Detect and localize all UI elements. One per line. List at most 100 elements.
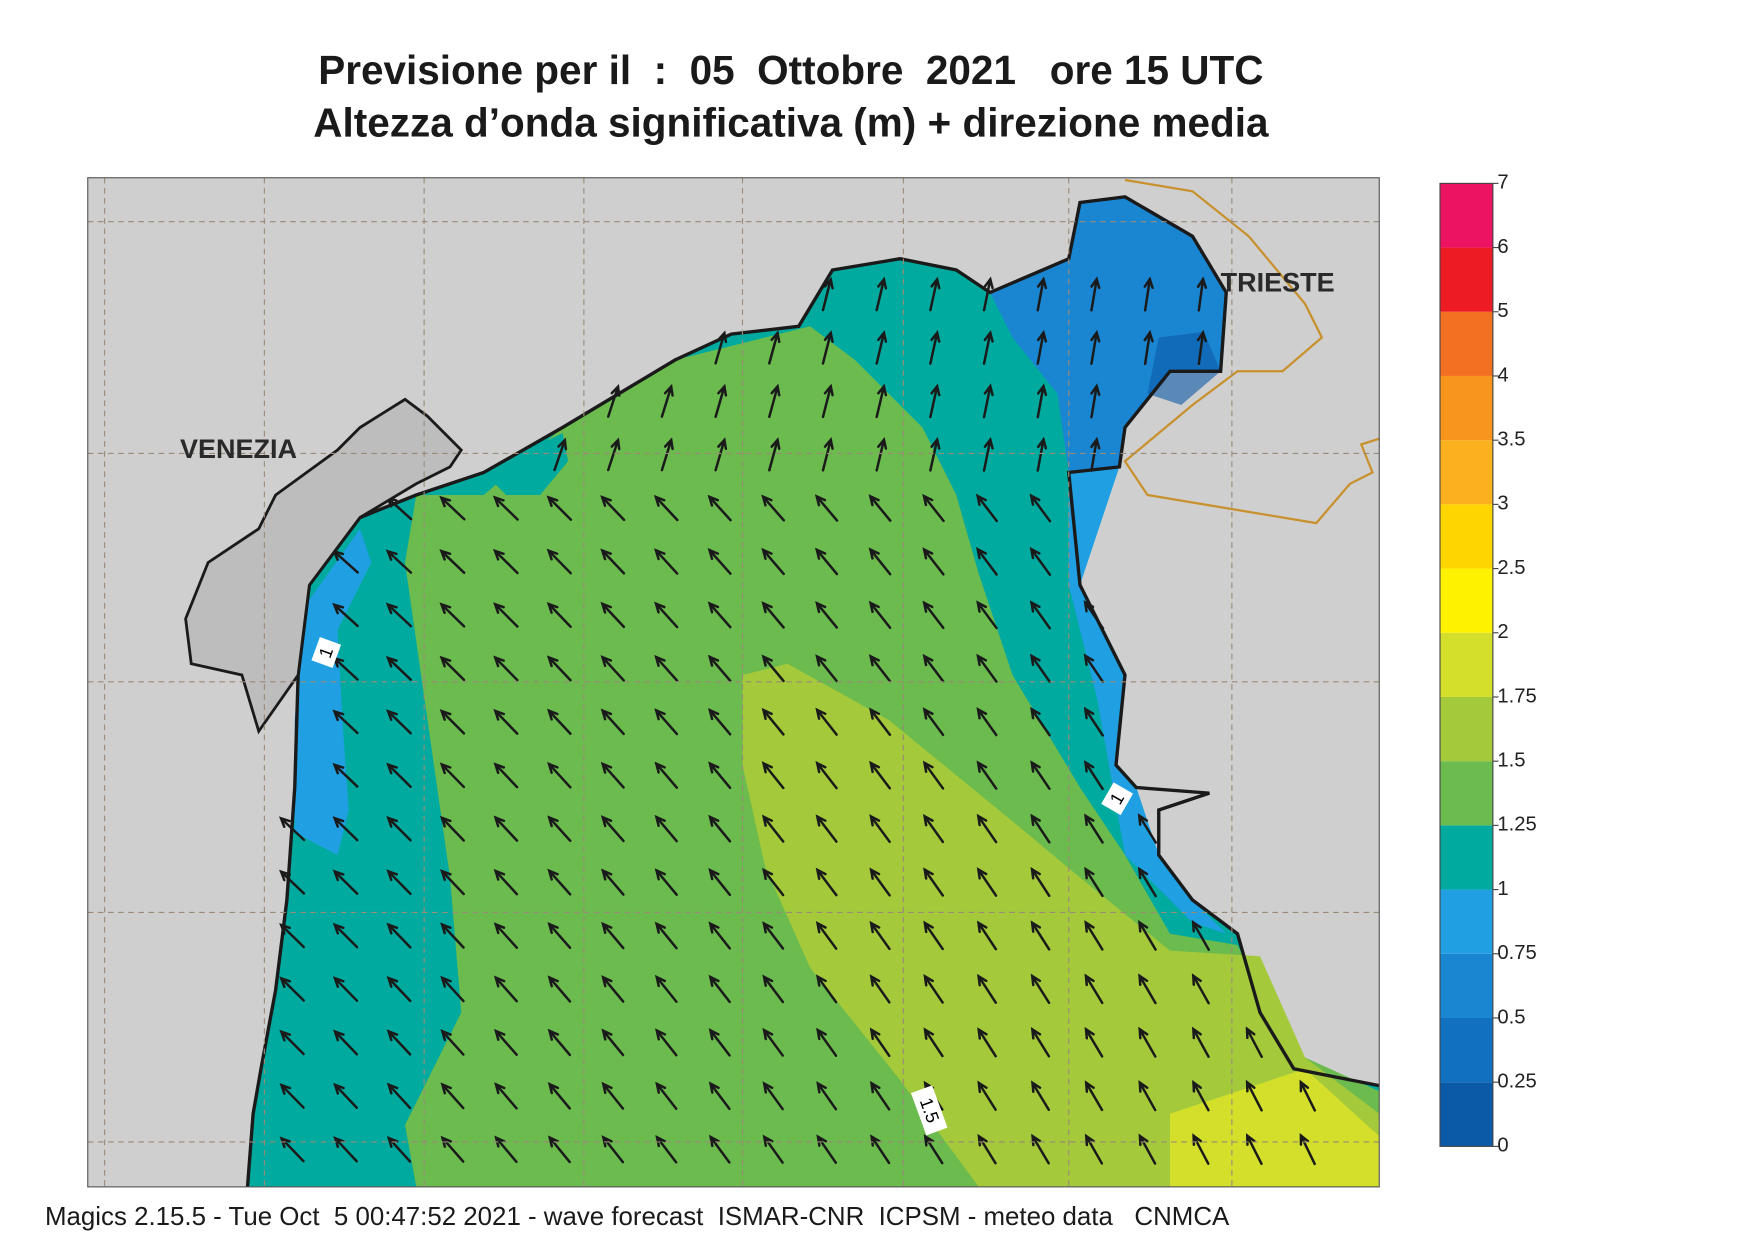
wave-direction-arrow [547, 1028, 572, 1057]
footer: Magics 2.15.5 - Tue Oct 5 00:47:52 2021 … [45, 1203, 1230, 1231]
wave-direction-arrow [922, 547, 945, 576]
wave-direction-arrow [762, 1081, 784, 1111]
wave-direction-arrow [440, 922, 465, 949]
map-area: VENEZIA TRIESTE 1 1 1.5 [87, 177, 1380, 1187]
colorbar-label: 3.5 [1497, 429, 1525, 451]
wave-direction-arrow [494, 1082, 518, 1110]
wave-direction-arrow [600, 548, 626, 575]
wave-direction-arrow [1245, 1026, 1263, 1059]
wave-direction-arrow [707, 494, 732, 522]
wave-direction-arrow [600, 655, 626, 682]
wave-direction-arrow [1138, 920, 1157, 951]
wave-direction-arrow [869, 867, 891, 897]
colorbar-frame [1439, 182, 1494, 1147]
wave-direction-arrow [708, 1028, 731, 1057]
wave-direction-arrow [821, 276, 834, 312]
wave-direction-arrow [600, 708, 625, 736]
wave-direction-arrow [1030, 866, 1051, 898]
wave-direction-arrow [547, 1082, 571, 1110]
wave-direction-arrow [762, 867, 785, 897]
wave-direction-arrow [976, 600, 998, 630]
wave-direction-arrow [815, 974, 838, 1004]
wave-direction-arrow [601, 868, 625, 896]
wave-direction-arrow [976, 653, 998, 683]
wave-direction-arrow [546, 708, 572, 736]
wave-direction-arrow [493, 922, 519, 949]
wave-direction-arrow [1090, 436, 1101, 472]
wave-direction-arrow [982, 383, 994, 419]
wave-direction-arrow [708, 1134, 731, 1164]
wave-direction-arrow [654, 974, 678, 1003]
wave-direction-arrow [547, 975, 572, 1003]
colorbar-label: 0 [1497, 1135, 1508, 1157]
wave-direction-arrow [385, 549, 413, 574]
wave-direction-arrow [708, 761, 732, 790]
wave-direction-arrow [975, 493, 998, 523]
wave-direction-arrow [977, 973, 998, 1004]
wave-direction-arrow [547, 868, 572, 896]
wave-direction-arrow [768, 383, 781, 419]
wave-direction-arrow [1031, 1080, 1051, 1112]
subtitle: Altezza d’onda significativa (m) + direz… [313, 100, 1269, 146]
wave-direction-arrow [976, 547, 998, 576]
wave-direction-arrow [601, 1028, 625, 1057]
colorbar-swatch [1440, 183, 1493, 248]
wave-direction-arrow [654, 601, 679, 629]
wave-direction-arrow [1030, 973, 1051, 1005]
city-label: TRIESTE [1221, 267, 1335, 297]
wave-direction-arrow [814, 547, 839, 576]
wave-direction-arrow [1084, 1133, 1104, 1165]
wave-direction-arrow [1083, 760, 1104, 791]
colorbar-swatch [1440, 761, 1493, 826]
city-label: VENEZIA [180, 434, 297, 464]
wave-direction-arrow [923, 974, 944, 1004]
wave-direction-arrow [922, 707, 945, 737]
wave-direction-arrow [333, 1136, 358, 1163]
wave-direction-arrow [1138, 1133, 1157, 1165]
wave-direction-arrow [923, 920, 944, 951]
wave-direction-arrow [922, 653, 945, 683]
wave-direction-arrow [708, 974, 731, 1004]
wave-direction-arrow [332, 762, 359, 788]
colorbar-label: 1 [1497, 878, 1508, 900]
wave-direction-arrow [869, 1027, 891, 1058]
wave-direction-arrow [922, 760, 945, 790]
wave-direction-arrow [761, 494, 786, 522]
wave-direction-arrow [761, 547, 785, 576]
wave-direction-arrow [386, 922, 412, 949]
wave-direction-arrow [1030, 920, 1051, 951]
peak-wave-zone [1170, 1068, 1380, 1187]
wave-direction-arrow [547, 1135, 571, 1164]
wave-direction-arrow [1138, 1080, 1157, 1112]
wave-direction-arrow [385, 602, 413, 628]
wave-direction-arrow [922, 813, 945, 844]
wave-direction-arrow [493, 815, 519, 842]
colorbar-swatch [1440, 953, 1493, 1018]
wave-direction-arrow [708, 921, 731, 950]
wave-direction-arrow [439, 815, 465, 842]
wave-direction-arrow [761, 601, 785, 629]
mid-wave-zone [483, 433, 569, 495]
wave-direction-arrow [332, 869, 359, 895]
wave-direction-arrow [439, 762, 466, 789]
colorbar-swatch [1440, 696, 1493, 762]
title: Previsione per il : 05 Ottobre 2021 ore … [318, 47, 1263, 93]
wave-direction-arrow [976, 760, 998, 790]
wave-direction-arrow [546, 548, 572, 575]
wave-direction-arrow [386, 975, 412, 1003]
wave-direction-arrow [982, 329, 994, 365]
wave-direction-arrow [493, 655, 519, 682]
wave-direction-arrow [1036, 276, 1048, 312]
wave-direction-arrow [762, 1027, 785, 1057]
wave-direction-arrow [1191, 973, 1210, 1005]
wave-direction-arrow [1084, 1080, 1104, 1112]
wave-direction-arrow [493, 975, 518, 1003]
wave-direction-arrow [708, 1081, 731, 1111]
colorbar-label: 2.5 [1497, 557, 1525, 579]
low-wave-zone [294, 528, 372, 855]
wave-direction-arrow [869, 974, 891, 1004]
wave-direction-arrow [761, 654, 785, 683]
wave-direction-arrow [493, 708, 519, 735]
wave-direction-arrow [929, 330, 941, 365]
